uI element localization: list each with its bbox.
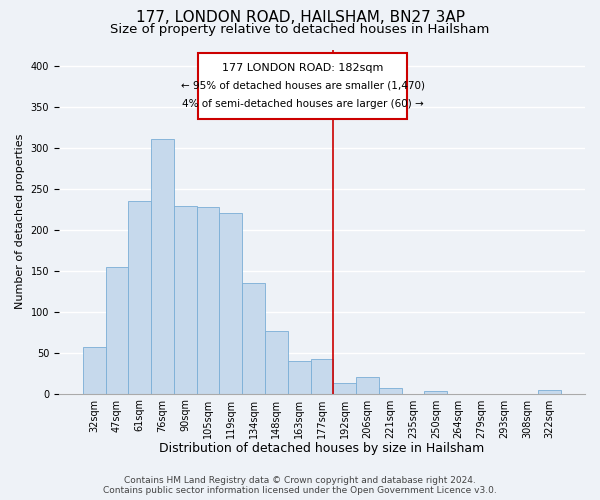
Text: Size of property relative to detached houses in Hailsham: Size of property relative to detached ho… — [110, 23, 490, 36]
Bar — [356, 377, 379, 394]
Bar — [106, 267, 128, 394]
Text: 177, LONDON ROAD, HAILSHAM, BN27 3AP: 177, LONDON ROAD, HAILSHAM, BN27 3AP — [136, 10, 464, 25]
X-axis label: Distribution of detached houses by size in Hailsham: Distribution of detached houses by size … — [160, 442, 485, 455]
Bar — [424, 391, 447, 394]
Bar — [174, 206, 197, 394]
Text: ← 95% of detached houses are smaller (1,470): ← 95% of detached houses are smaller (1,… — [181, 81, 425, 91]
Bar — [197, 207, 220, 394]
Bar — [220, 213, 242, 394]
Bar — [538, 390, 561, 394]
Text: Contains HM Land Registry data © Crown copyright and database right 2024.
Contai: Contains HM Land Registry data © Crown c… — [103, 476, 497, 495]
Y-axis label: Number of detached properties: Number of detached properties — [15, 134, 25, 310]
FancyBboxPatch shape — [198, 54, 407, 118]
Text: 4% of semi-detached houses are larger (60) →: 4% of semi-detached houses are larger (6… — [182, 100, 424, 110]
Bar — [128, 200, 151, 394]
Text: 177 LONDON ROAD: 182sqm: 177 LONDON ROAD: 182sqm — [222, 62, 383, 72]
Bar — [151, 139, 174, 394]
Bar — [379, 388, 401, 394]
Bar — [83, 347, 106, 394]
Bar — [311, 359, 334, 394]
Bar — [265, 332, 288, 394]
Bar — [242, 283, 265, 394]
Bar — [334, 383, 356, 394]
Bar — [288, 361, 311, 394]
